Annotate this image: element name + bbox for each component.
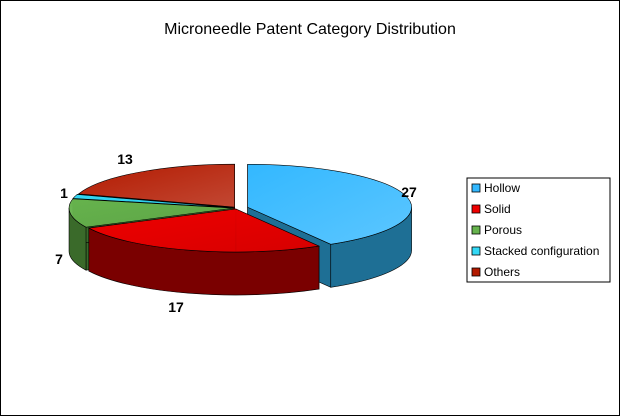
data-label-others: 13 <box>117 151 133 167</box>
legend-box <box>466 177 611 283</box>
slice-top-face <box>72 194 234 209</box>
chart-title: Microneedle Patent Category Distribution <box>164 21 456 38</box>
legend-swatch <box>471 204 481 214</box>
legend: Hollow Solid Porous Stacked configuration Ot… <box>466 177 611 283</box>
data-label-solid: 17 <box>168 299 184 315</box>
legend-swatch <box>471 246 481 256</box>
pie-slices <box>68 163 412 296</box>
data-label-porous: 7 <box>55 251 63 267</box>
slice-solid <box>87 208 321 296</box>
legend-swatch <box>471 225 481 235</box>
legend-entry-stacked-configuration: Stacked configuration <box>484 244 599 258</box>
legend-entry-solid: Solid <box>484 202 511 216</box>
slice-top-face <box>68 198 234 228</box>
data-labels: 27 17 7 1 13 <box>55 151 417 315</box>
legend-swatch <box>471 267 481 277</box>
legend-entry-hollow: Hollow <box>484 181 520 195</box>
slice-top-face <box>77 163 235 208</box>
slice-top-face <box>87 208 321 253</box>
data-label-hollow: 27 <box>401 184 417 200</box>
slice-top-face <box>247 163 412 245</box>
legend-entry-porous: Porous <box>484 223 522 237</box>
legend-entry-others: Others <box>484 265 520 279</box>
legend-swatch <box>471 183 481 193</box>
data-label-stacked-configuration: 1 <box>60 185 68 201</box>
